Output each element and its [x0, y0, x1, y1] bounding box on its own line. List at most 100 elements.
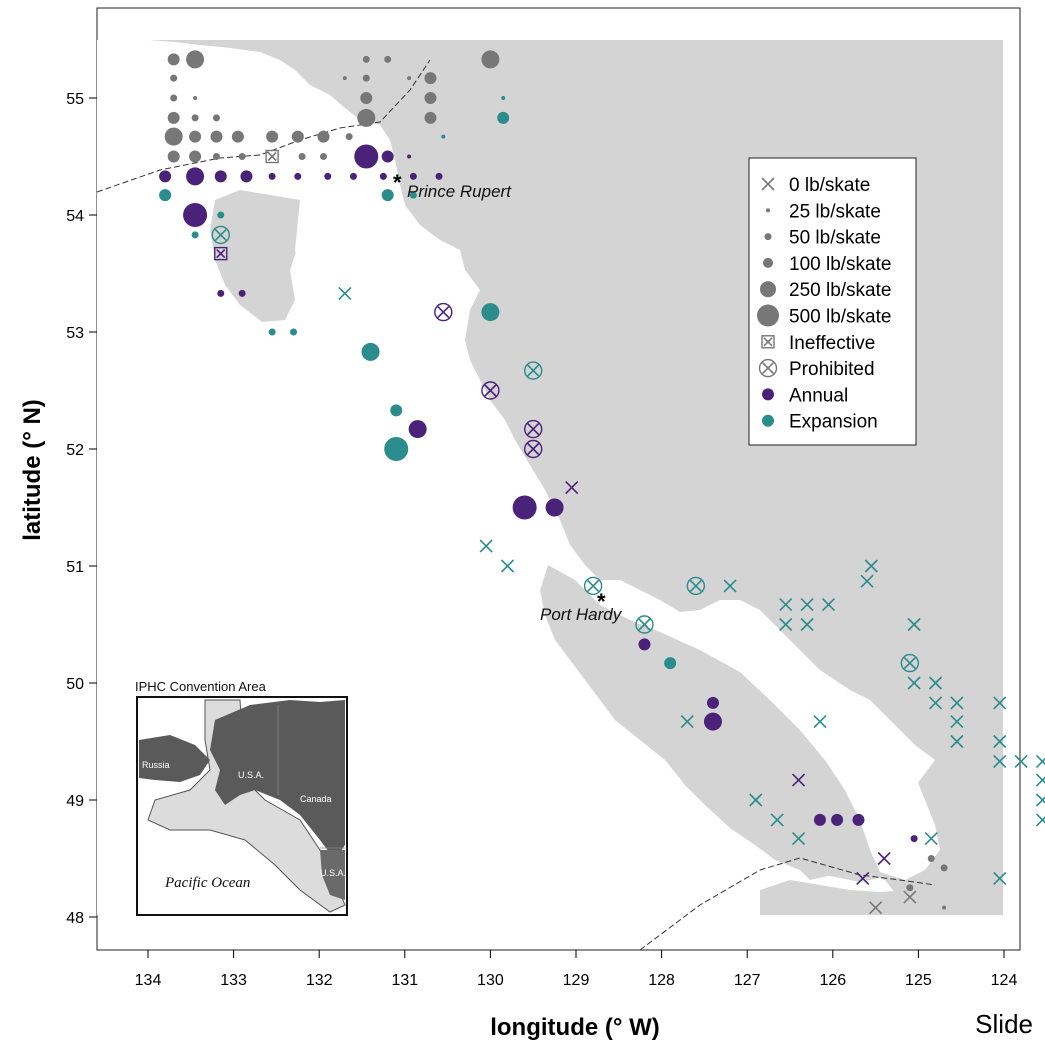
legend-label: 500 lb/skate — [789, 307, 891, 328]
station-marker — [924, 832, 938, 846]
station-marker — [524, 361, 543, 380]
station-marker — [635, 615, 654, 634]
station-marker — [497, 111, 510, 124]
station-marker — [214, 246, 228, 261]
legend-symbol-500 — [757, 304, 779, 327]
x-stroke — [680, 715, 694, 729]
station-marker — [950, 734, 964, 749]
station-marker — [189, 130, 202, 143]
y-tick-label: 48 — [66, 910, 84, 927]
box-outline — [265, 149, 279, 164]
station-marker — [424, 111, 437, 124]
x-stroke — [779, 617, 793, 632]
x-tick-label: 134 — [135, 972, 162, 989]
station-marker — [928, 696, 943, 710]
station-marker — [501, 96, 506, 100]
station-marker — [434, 302, 453, 322]
station-marker — [240, 170, 253, 183]
station-marker — [357, 108, 376, 127]
x-stroke — [993, 696, 1007, 710]
inset-usa-south-label: U.S.A. — [320, 868, 346, 878]
x-stroke — [864, 559, 878, 573]
x-stroke — [500, 559, 515, 573]
x-stroke — [924, 832, 938, 846]
station-marker — [940, 864, 948, 872]
station-marker — [864, 559, 878, 573]
station-marker — [512, 495, 537, 520]
station-marker — [381, 150, 394, 163]
station-marker — [821, 598, 836, 612]
legend-symbol-expansion — [762, 414, 774, 427]
strait-water — [600, 598, 940, 880]
station-marker — [379, 172, 387, 180]
y-tick-label: 54 — [66, 208, 84, 225]
x-stroke — [821, 598, 836, 612]
station-marker — [856, 871, 870, 885]
x-stroke — [689, 579, 702, 592]
x-tick-label: 131 — [391, 972, 418, 989]
station-marker — [211, 225, 230, 245]
station-marker — [193, 96, 198, 100]
station-marker — [993, 871, 1007, 885]
legend-label: 25 lb/skate — [789, 201, 881, 222]
station-marker — [664, 657, 677, 670]
station-marker — [266, 130, 279, 143]
station-marker — [706, 696, 719, 709]
station-marker — [907, 676, 921, 690]
legend-items: 0 lb/skate 25 lb/skate 50 lb/skate 100 lb/s… — [757, 175, 891, 433]
legend-label: Annual — [789, 385, 848, 406]
x-stroke — [338, 286, 352, 300]
legend-label: 100 lb/skate — [789, 254, 891, 275]
y-tick-label: 49 — [66, 793, 84, 810]
station-marker — [407, 76, 412, 81]
station-marker — [1014, 754, 1028, 768]
legend-label: 0 lb/skate — [789, 175, 870, 196]
station-marker — [424, 92, 437, 104]
x-stroke — [791, 773, 806, 787]
station-marker — [212, 153, 220, 160]
station-marker — [565, 481, 579, 495]
y-tick-label: 51 — [66, 559, 84, 576]
legend-box — [748, 157, 917, 446]
prince-rupert-marker: * — [393, 170, 402, 195]
x-stroke — [928, 696, 943, 710]
station-marker — [238, 153, 246, 160]
station-marker — [900, 653, 920, 673]
station-marker — [167, 53, 180, 66]
inset-convention-area — [147, 699, 346, 913]
x-stroke — [761, 177, 775, 191]
x-stroke — [993, 734, 1007, 749]
station-marker — [191, 114, 199, 122]
x-stroke — [907, 676, 921, 690]
x-tick-label: 128 — [648, 972, 675, 989]
x-stroke — [907, 617, 921, 632]
x-stroke — [437, 306, 450, 319]
x-stroke — [877, 851, 891, 866]
x-stroke — [267, 151, 277, 162]
x-tick-label: 132 — [306, 972, 333, 989]
x-stroke — [791, 832, 806, 846]
circle-outline — [524, 439, 543, 459]
legend-symbol-100 — [763, 257, 773, 268]
station-marker — [860, 574, 874, 588]
circle-outline — [211, 225, 230, 245]
station-marker — [338, 286, 352, 300]
legend-label: Expansion — [789, 412, 878, 433]
station-marker — [408, 420, 427, 439]
inset-russia-label: Russia — [142, 760, 170, 770]
circle-outline — [481, 381, 500, 400]
x-axis-title: longitude (° W) — [490, 1014, 660, 1041]
station-marker — [479, 539, 493, 553]
circle-outline — [900, 653, 920, 673]
legend-label: Ineffective — [789, 333, 875, 354]
x-stroke — [565, 481, 579, 495]
station-marker — [362, 55, 370, 63]
x-stroke — [950, 696, 964, 710]
station-marker — [183, 203, 208, 227]
station-marker — [1035, 754, 1045, 768]
station-marker — [813, 813, 826, 826]
legend-symbol-25 — [766, 208, 770, 213]
station-marker — [481, 303, 500, 322]
x-stroke — [1014, 754, 1028, 768]
x-axis: 134133132131130129128127126125124123122 — [135, 950, 1017, 989]
